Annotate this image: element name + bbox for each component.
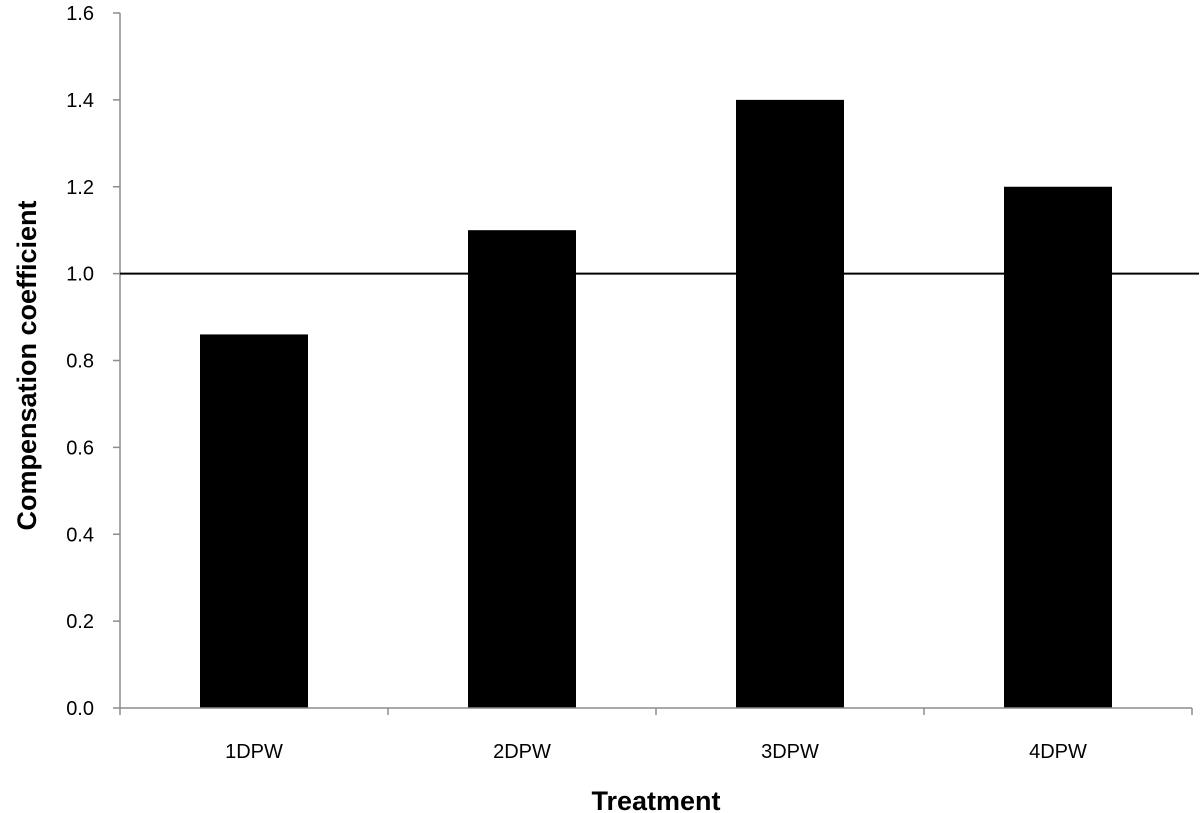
y-tick-label: 0.4 [66,524,94,546]
x-tick-label: 4DPW [1029,741,1087,763]
y-axis-title: Compensation coefficient [12,200,42,530]
x-tick-label: 1DPW [225,741,283,763]
x-axis-ticks [119,708,1193,715]
y-tick-label: 0.2 [66,611,94,633]
y-tick-label: 1.2 [66,177,94,199]
y-tick-label: 1.4 [66,90,94,112]
x-tick-label: 3DPW [761,741,819,763]
y-axis-tick-labels: 0.0 0.2 0.4 0.6 0.8 1.0 1.2 1.4 1.6 [66,3,94,720]
y-tick-label: 1.6 [66,3,94,25]
bars-group [200,99,1112,708]
y-tick-label: 1.0 [66,264,94,286]
x-axis-title: Treatment [591,786,720,813]
bar-1dpw [200,334,308,708]
y-tick-label: 0.6 [66,437,94,459]
bar-2dpw [468,230,576,708]
bar-4dpw [1004,186,1112,708]
y-axis-ticks [113,12,120,709]
x-axis-tick-labels: 1DPW 2DPW 3DPW 4DPW [225,741,1087,763]
y-tick-label: 0.0 [66,698,94,720]
x-tick-label: 2DPW [493,741,551,763]
y-tick-label: 0.8 [66,351,94,373]
bar-3dpw [736,99,844,708]
